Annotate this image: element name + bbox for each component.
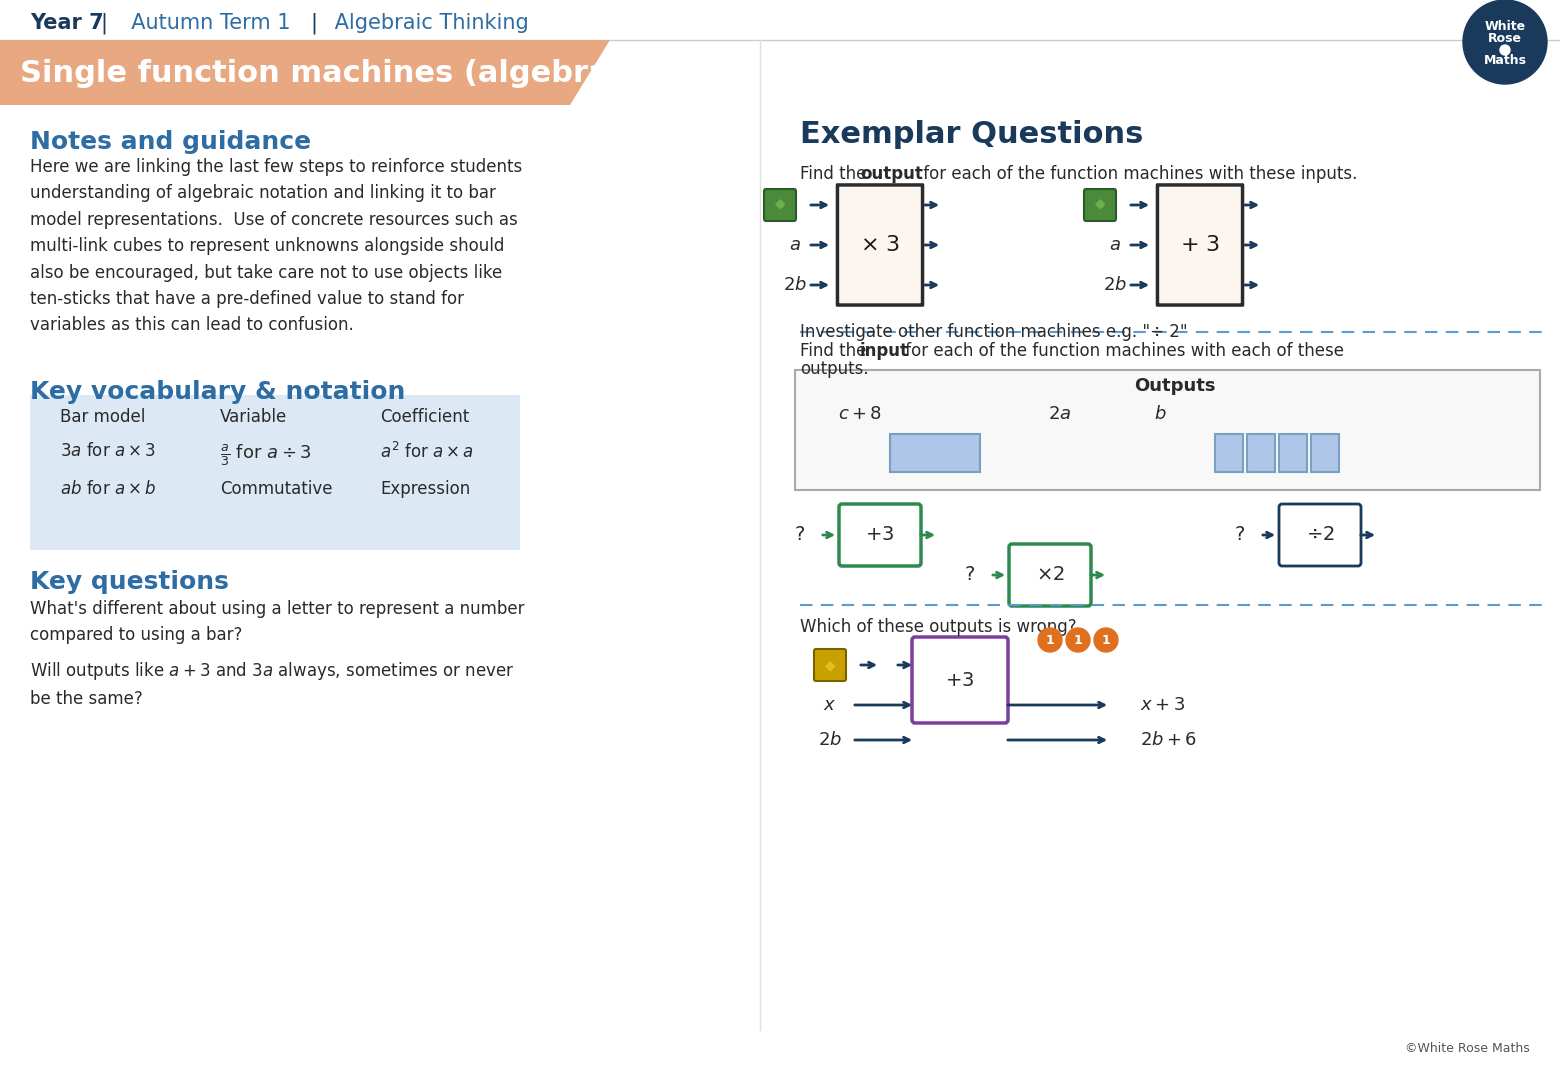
Text: $x + 3$: $x + 3$ [1140,696,1186,714]
Text: Exemplar Questions: Exemplar Questions [800,120,1143,149]
Circle shape [1463,0,1548,84]
Text: Coefficient: Coefficient [381,408,470,426]
FancyBboxPatch shape [1215,434,1243,472]
Text: $2b$: $2b$ [817,731,842,750]
Text: outputs.: outputs. [800,360,869,378]
FancyBboxPatch shape [839,504,920,566]
Text: ©White Rose Maths: ©White Rose Maths [1406,1042,1530,1055]
Text: $3a$ for $a \times 3$: $3a$ for $a \times 3$ [59,442,156,460]
Circle shape [1065,627,1090,652]
Text: output: output [860,165,924,183]
FancyBboxPatch shape [838,185,922,305]
Text: $\div 2$: $\div 2$ [1306,526,1334,544]
Text: $a^2$ for $a \times a$: $a^2$ for $a \times a$ [381,442,474,462]
FancyBboxPatch shape [1009,544,1090,606]
Text: ?: ? [964,566,975,584]
Text: Year 7: Year 7 [30,13,103,33]
FancyBboxPatch shape [796,370,1540,490]
Text: Algebraic Thinking: Algebraic Thinking [328,13,529,33]
Text: White: White [1485,21,1526,33]
Circle shape [1037,627,1062,652]
Text: $\times 2$: $\times 2$ [1036,566,1064,584]
Text: Notes and guidance: Notes and guidance [30,130,310,154]
Text: for each of the function machines with each of these: for each of the function machines with e… [900,342,1345,360]
FancyBboxPatch shape [764,189,796,221]
Text: Investigate other function machines e.g. "÷ 2": Investigate other function machines e.g.… [800,323,1187,341]
Text: $2a$: $2a$ [1048,405,1072,423]
FancyBboxPatch shape [913,637,1008,723]
Text: for each of the function machines with these inputs.: for each of the function machines with t… [917,165,1357,183]
Circle shape [1094,627,1119,652]
Text: Maths: Maths [1484,54,1527,67]
Text: |: | [310,12,317,33]
Text: Single function machines (algebra): Single function machines (algebra) [20,58,622,87]
Text: Commutative: Commutative [220,480,332,498]
FancyBboxPatch shape [1279,434,1307,472]
FancyBboxPatch shape [814,649,846,681]
Text: $c + 8$: $c + 8$ [838,405,881,423]
Polygon shape [0,40,610,105]
FancyBboxPatch shape [1246,434,1275,472]
Text: $x$: $x$ [824,696,836,714]
Circle shape [1501,45,1510,55]
FancyBboxPatch shape [1158,185,1243,305]
Text: Find the: Find the [800,342,872,360]
Text: $2b$: $2b$ [783,276,807,294]
Text: ◆: ◆ [775,195,785,210]
Text: Here we are linking the last few steps to reinforce students
understanding of al: Here we are linking the last few steps t… [30,158,523,335]
Text: $ab$ for $a \times b$: $ab$ for $a \times b$ [59,480,156,498]
Text: Expression: Expression [381,480,470,498]
Text: Which of these outputs is wrong?: Which of these outputs is wrong? [800,618,1076,636]
Text: |: | [100,12,108,33]
Text: 1: 1 [1101,634,1111,647]
Text: Variable: Variable [220,408,287,426]
Text: $\frac{a}{3}$ for $a \div 3$: $\frac{a}{3}$ for $a \div 3$ [220,442,312,468]
FancyBboxPatch shape [1310,434,1338,472]
Text: $a$: $a$ [789,237,800,254]
Text: input: input [860,342,909,360]
Text: $2b$: $2b$ [1103,276,1126,294]
Text: $+$ 3: $+$ 3 [1179,235,1220,255]
Text: $a$: $a$ [1109,237,1122,254]
Text: $\times$ 3: $\times$ 3 [860,235,900,255]
FancyBboxPatch shape [1279,504,1360,566]
FancyBboxPatch shape [1084,189,1115,221]
Text: Bar model: Bar model [59,408,145,426]
FancyBboxPatch shape [891,434,980,472]
FancyBboxPatch shape [30,395,519,550]
Text: Autumn Term 1: Autumn Term 1 [119,13,290,33]
Text: Key questions: Key questions [30,570,229,594]
Text: What's different about using a letter to represent a number
compared to using a : What's different about using a letter to… [30,600,524,645]
Text: $b$: $b$ [1154,405,1167,423]
Text: Find the: Find the [800,165,872,183]
Text: $+ 3$: $+ 3$ [945,671,975,689]
Text: ?: ? [1236,526,1245,544]
Text: ?: ? [794,526,805,544]
Text: Will outputs like $a + 3$ and $3a$ always, sometimes or never
be the same?: Will outputs like $a + 3$ and $3a$ alway… [30,660,515,708]
Text: 1: 1 [1045,634,1055,647]
Text: $+ 3$: $+ 3$ [866,526,894,544]
Text: ◆: ◆ [1095,195,1106,210]
Text: ◆: ◆ [825,658,835,672]
Text: Outputs: Outputs [1134,377,1215,395]
Text: Key vocabulary & notation: Key vocabulary & notation [30,380,406,404]
Text: $2b + 6$: $2b + 6$ [1140,731,1197,750]
Text: 1: 1 [1073,634,1083,647]
Text: Rose: Rose [1488,32,1523,45]
